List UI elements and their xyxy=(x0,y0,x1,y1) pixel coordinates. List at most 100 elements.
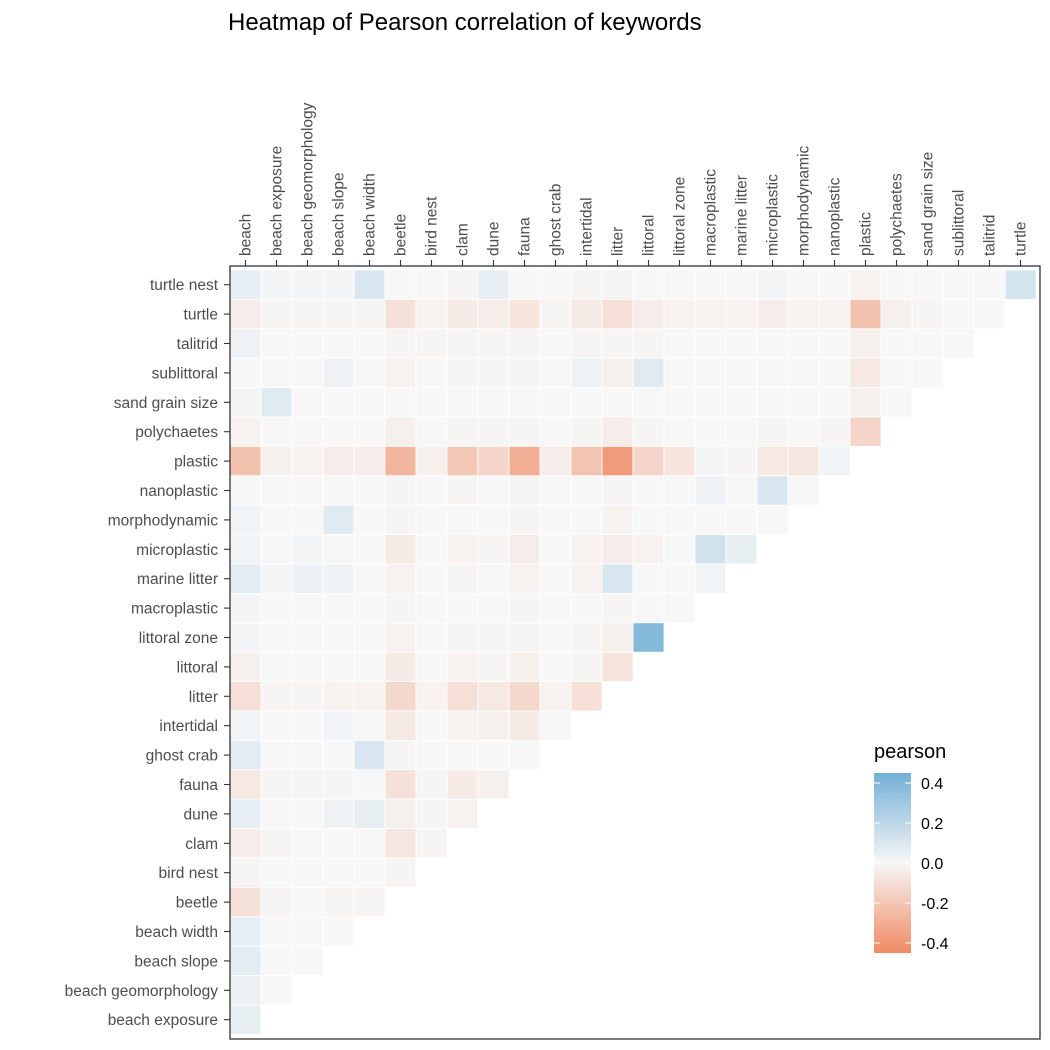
heatmap-cell xyxy=(849,298,882,330)
heatmap-cell xyxy=(911,269,944,300)
legend-tick-label: -0.4 xyxy=(921,936,949,953)
heatmap-cell xyxy=(477,387,510,418)
heatmap-cell xyxy=(446,710,479,741)
x-tick-label: bird nest xyxy=(424,196,441,256)
heatmap-cell xyxy=(663,504,696,536)
heatmap-cell xyxy=(632,563,665,594)
heatmap-cell xyxy=(539,651,572,683)
heatmap-cell xyxy=(229,887,262,918)
heatmap-cell xyxy=(725,328,758,359)
heatmap-cell xyxy=(353,769,386,800)
heatmap-cell xyxy=(725,387,758,418)
heatmap-cell xyxy=(539,622,572,653)
y-tick-label: ghost crab xyxy=(146,748,218,765)
heatmap-cell xyxy=(508,593,541,624)
heatmap-cell xyxy=(508,357,541,389)
y-tick-label: bird nest xyxy=(159,865,219,882)
heatmap-cell xyxy=(694,504,727,536)
heatmap-cell xyxy=(663,328,696,359)
heatmap-cell xyxy=(539,710,572,741)
x-tick-label: morphodynamic xyxy=(796,145,813,256)
heatmap-cell xyxy=(322,798,355,830)
heatmap-cell xyxy=(384,269,417,300)
x-tick-label: marine litter xyxy=(734,175,751,256)
heatmap-cell xyxy=(353,298,386,330)
heatmap-cell xyxy=(260,387,293,418)
heatmap-cell xyxy=(725,298,758,330)
heatmap-cell xyxy=(353,798,386,830)
heatmap-cell xyxy=(663,475,696,506)
heatmap-cell xyxy=(787,416,820,447)
heatmap-cell xyxy=(663,563,696,594)
chart-title: Heatmap of Pearson correlation of keywor… xyxy=(228,9,702,36)
heatmap-cell xyxy=(725,357,758,389)
plot-panel-border xyxy=(229,265,1041,1040)
heatmap-cell xyxy=(446,416,479,447)
heatmap-cell xyxy=(601,298,634,330)
heatmap-cell xyxy=(260,298,293,330)
heatmap-cell xyxy=(477,651,510,683)
heatmap-cell xyxy=(756,357,789,389)
x-tick-label: litter xyxy=(610,227,627,256)
heatmap-cell xyxy=(415,357,448,389)
heatmap-cell xyxy=(322,828,355,859)
heatmap-cell xyxy=(322,622,355,653)
heatmap-cell xyxy=(384,298,417,330)
y-axis: turtle nest turtle talitrid sublittoral sand… xyxy=(65,277,230,1029)
heatmap-cell xyxy=(384,740,417,771)
heatmap-cell xyxy=(477,740,510,771)
heatmap-cell xyxy=(229,975,262,1006)
heatmap-cell xyxy=(229,328,262,359)
heatmap-cell xyxy=(632,593,665,624)
heatmap-cell xyxy=(322,504,355,536)
heatmap-cell xyxy=(291,857,324,888)
heatmap-cell xyxy=(322,651,355,683)
heatmap-cell xyxy=(601,504,634,536)
heatmap-cell xyxy=(446,269,479,300)
heatmap-cell xyxy=(353,563,386,594)
heatmap-cell xyxy=(415,387,448,418)
x-tick-label: fauna xyxy=(517,217,534,256)
heatmap-cell xyxy=(322,593,355,624)
heatmap-cell xyxy=(229,298,262,330)
heatmap-cell xyxy=(849,328,882,359)
heatmap-cell xyxy=(446,475,479,506)
heatmap-cell xyxy=(508,681,541,712)
heatmap-cell xyxy=(415,681,448,712)
heatmap-cell xyxy=(539,269,572,300)
heatmap-cells xyxy=(229,269,1037,1035)
x-tick-label: microplastic xyxy=(765,174,782,256)
heatmap-cell xyxy=(229,475,262,506)
heatmap-cell xyxy=(384,710,417,741)
heatmap-cell xyxy=(446,328,479,359)
heatmap-cell xyxy=(446,651,479,683)
heatmap-cell xyxy=(229,445,262,477)
heatmap-cell xyxy=(291,387,324,418)
heatmap-cell xyxy=(322,710,355,741)
heatmap-cell xyxy=(818,328,851,359)
y-tick-label: littoral zone xyxy=(139,630,218,647)
heatmap-cell xyxy=(384,593,417,624)
heatmap-cell xyxy=(415,504,448,536)
heatmap-cell xyxy=(384,328,417,359)
heatmap-cell xyxy=(446,504,479,536)
heatmap-cell xyxy=(415,445,448,477)
heatmap-cell xyxy=(291,298,324,330)
heatmap-cell xyxy=(260,681,293,712)
heatmap-cell xyxy=(787,298,820,330)
heatmap-cell xyxy=(322,740,355,771)
y-tick-label: marine litter xyxy=(137,571,218,588)
heatmap-cell xyxy=(291,445,324,477)
heatmap-cell xyxy=(353,504,386,536)
heatmap-cell xyxy=(942,269,975,300)
heatmap-cell xyxy=(942,328,975,359)
heatmap-cell xyxy=(632,416,665,447)
heatmap-cell xyxy=(818,387,851,418)
heatmap-cell xyxy=(601,357,634,389)
heatmap-cell xyxy=(446,357,479,389)
heatmap-cell xyxy=(384,769,417,800)
y-tick-label: dune xyxy=(184,806,218,823)
heatmap-cell xyxy=(570,593,603,624)
heatmap-cell xyxy=(322,269,355,300)
heatmap-cell xyxy=(353,445,386,477)
